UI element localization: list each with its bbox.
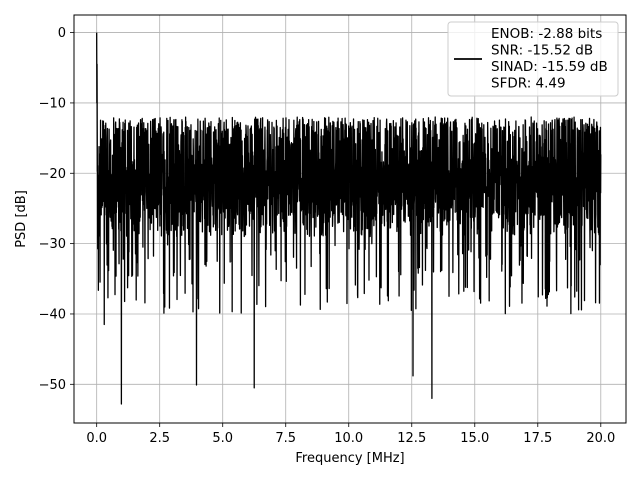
legend: ENOB: -2.88 bits SNR: -15.52 dB SINAD: -… — [447, 21, 619, 97]
legend-sfdr: SFDR: 4.49 — [491, 76, 566, 92]
x-tick-label: 2.5 — [149, 431, 170, 446]
x-axis-ticks: 0.0 2.5 5.0 7.5 10.0 12.5 15.0 17.5 20.0 — [86, 423, 615, 446]
x-tick-label: 15.0 — [460, 431, 489, 446]
x-tick-label: 17.5 — [523, 431, 552, 446]
x-tick-label: 20.0 — [586, 431, 615, 446]
legend-snr: SNR: -15.52 dB — [491, 43, 593, 59]
legend-enob: ENOB: -2.88 bits — [491, 26, 602, 42]
x-tick-label: 7.5 — [275, 431, 296, 446]
psd-trace — [96, 32, 602, 405]
y-tick-label: −20 — [39, 167, 66, 182]
plot-area-frame — [73, 14, 627, 424]
x-axis-label: Frequency [MHz] — [295, 451, 404, 466]
psd-series-line — [96, 32, 602, 405]
legend-box — [447, 21, 619, 97]
y-tick-label: 0 — [58, 26, 66, 41]
y-tick-label: −30 — [39, 237, 66, 252]
y-tick-label: −10 — [39, 96, 66, 111]
y-tick-label: −50 — [39, 378, 66, 393]
x-tick-label: 12.5 — [397, 431, 426, 446]
y-axis-ticks: 0 −10 −20 −30 −40 −50 — [39, 26, 74, 393]
x-tick-label: 0.0 — [86, 431, 107, 446]
x-tick-label: 10.0 — [334, 431, 363, 446]
y-axis-label: PSD [dB] — [14, 190, 29, 248]
x-tick-label: 5.0 — [212, 431, 233, 446]
y-tick-label: −40 — [39, 307, 66, 322]
legend-sinad: SINAD: -15.59 dB — [491, 59, 608, 75]
